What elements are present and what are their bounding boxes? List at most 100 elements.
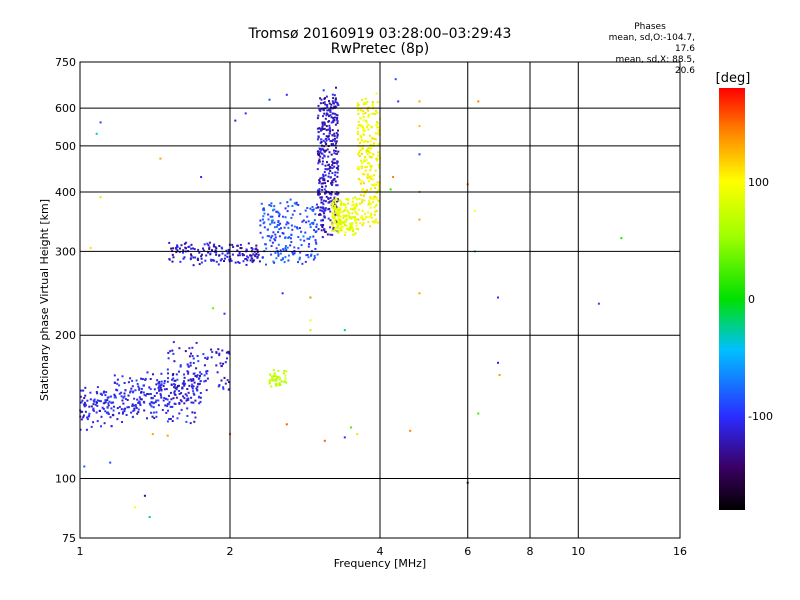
echo-point	[271, 376, 274, 379]
echo-point	[360, 216, 363, 219]
echo-point	[297, 203, 300, 206]
echo-point	[323, 188, 326, 191]
echo-point	[293, 252, 296, 255]
echo-point	[167, 377, 169, 380]
echo-point	[310, 253, 313, 256]
echo-point	[365, 149, 368, 152]
echo-point	[120, 391, 123, 394]
x-tick-label: 16	[673, 545, 687, 558]
echo-point	[151, 401, 154, 404]
echo-point	[337, 230, 340, 232]
echo-point	[337, 165, 340, 167]
echo-point	[218, 384, 221, 387]
echo-point	[80, 389, 83, 392]
echo-point	[183, 256, 186, 259]
echo-point	[328, 151, 331, 154]
echo-point	[153, 417, 156, 420]
echo-point	[372, 153, 375, 156]
echo-point	[375, 92, 378, 95]
echo-point	[331, 181, 334, 184]
echo-point	[333, 102, 335, 105]
echo-point	[304, 209, 307, 212]
echo-point	[194, 375, 197, 377]
echo-point	[334, 112, 337, 115]
echo-point	[371, 183, 374, 186]
echo-point	[287, 226, 290, 229]
echo-point	[369, 151, 372, 154]
echo-point	[418, 100, 421, 103]
echo-point	[226, 379, 229, 382]
echo-point	[180, 408, 183, 411]
echo-point	[334, 209, 337, 212]
echo-point	[283, 370, 286, 372]
echo-point	[271, 234, 274, 237]
echo-point	[307, 220, 310, 223]
echo-point	[350, 208, 352, 210]
echo-point	[175, 251, 178, 254]
echo-point	[362, 119, 365, 122]
echo-point	[196, 374, 199, 377]
echo-point	[377, 184, 380, 187]
echo-point	[208, 247, 211, 250]
echo-point	[195, 375, 198, 378]
echo-point	[242, 260, 245, 263]
echo-point	[277, 251, 279, 254]
echo-point	[256, 256, 259, 259]
echo-point	[113, 381, 116, 384]
echo-point	[249, 254, 252, 257]
echo-point	[256, 249, 259, 252]
echo-point	[267, 213, 270, 216]
echo-point	[138, 388, 141, 391]
echo-point	[323, 123, 326, 126]
echo-point	[365, 216, 368, 218]
echo-point	[167, 409, 169, 412]
echo-point	[217, 348, 220, 351]
echo-point	[331, 164, 334, 167]
echo-point	[193, 381, 196, 384]
echo-point	[286, 210, 289, 213]
echo-point	[358, 168, 361, 171]
echo-point	[132, 410, 135, 412]
echo-point	[331, 160, 334, 163]
echo-point	[273, 208, 276, 211]
echo-point	[295, 203, 298, 206]
echo-point	[319, 155, 322, 158]
echo-point	[335, 153, 338, 155]
echo-point	[220, 246, 223, 249]
echo-point	[306, 254, 309, 256]
echo-point	[185, 420, 188, 423]
echo-point	[332, 119, 335, 122]
echo-point	[240, 247, 243, 250]
echo-point	[114, 395, 117, 397]
echo-point	[310, 222, 313, 225]
echo-point	[272, 369, 275, 372]
echo-point	[96, 404, 99, 407]
echo-point	[204, 356, 207, 359]
echo-point	[297, 247, 300, 250]
echo-point	[331, 223, 334, 226]
echo-point	[326, 180, 329, 183]
echo-point	[169, 350, 172, 353]
echo-point	[305, 221, 308, 224]
echo-point	[197, 396, 200, 399]
echo-point	[226, 255, 229, 258]
echo-point	[332, 97, 335, 100]
echo-point	[338, 214, 341, 217]
echo-point	[314, 239, 317, 242]
echo-point	[343, 329, 346, 332]
echo-point	[88, 412, 91, 415]
echo-point	[322, 178, 325, 181]
echo-point	[270, 245, 273, 247]
echo-point	[278, 382, 281, 385]
echo-point	[131, 404, 134, 407]
echo-point	[330, 143, 333, 146]
echo-point	[139, 398, 142, 401]
echo-point	[362, 218, 365, 221]
echo-point	[188, 347, 191, 350]
echo-point	[193, 393, 196, 396]
echo-point	[361, 124, 364, 127]
echo-point	[325, 129, 328, 132]
y-tick-label: 750	[55, 56, 76, 69]
echo-point	[293, 225, 296, 228]
echo-point	[357, 124, 360, 127]
